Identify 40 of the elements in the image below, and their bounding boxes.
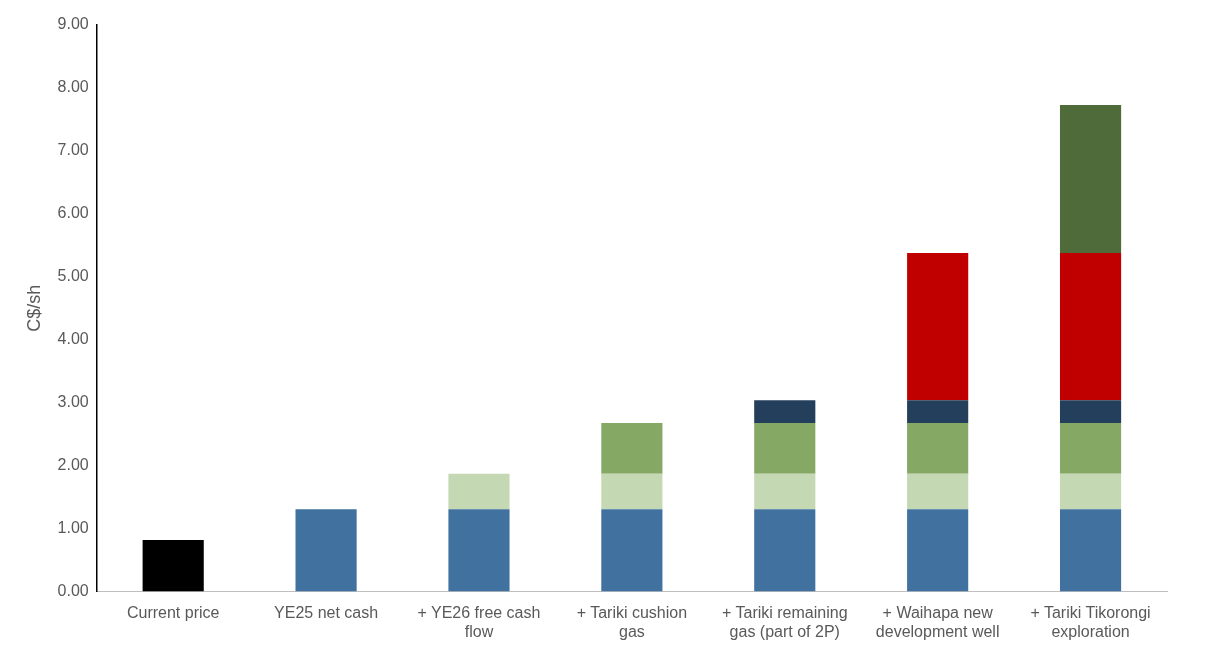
y-tick-label: 2.00 (57, 456, 89, 474)
bar (1059, 509, 1122, 592)
bar (907, 400, 969, 423)
x-tick-label: + Tariki remaining gas (part of 2P) (721, 603, 848, 640)
bar (448, 509, 510, 592)
y-tick-label: 6.00 (57, 204, 89, 222)
x-tick-label: + YE26 free cash flow (417, 603, 541, 640)
y-tick-label: 5.00 (57, 267, 89, 285)
bar (907, 422, 969, 474)
bar (1059, 252, 1122, 401)
bar (754, 422, 816, 474)
y-tick-label: 0.00 (57, 582, 89, 600)
bar (907, 473, 969, 510)
x-tick-label: YE25 net cash (274, 603, 379, 621)
bar (601, 473, 663, 510)
bar (1059, 422, 1122, 474)
x-tick-label: + Tariki Tikorongi exploration (1030, 603, 1151, 640)
bar (754, 400, 816, 423)
y-tick-label: 7.00 (57, 141, 89, 159)
bar (142, 539, 204, 592)
x-tick-label: + Tariki cushion gas (576, 603, 688, 640)
y-tick-label: 4.00 (57, 330, 89, 348)
y-tick-label: 3.00 (57, 393, 89, 411)
bar (754, 509, 816, 592)
bar (907, 509, 969, 592)
bar (1059, 104, 1122, 253)
x-tick-label: Current price (126, 603, 220, 621)
y-axis-title: C$/sh (23, 284, 44, 332)
bar (601, 509, 663, 592)
bar (1059, 473, 1122, 510)
x-tick-label: + Waihapa new development well (875, 603, 1000, 640)
bar (754, 473, 816, 510)
bar (1059, 400, 1122, 423)
bar (295, 509, 357, 592)
y-tick-label: 1.00 (57, 519, 89, 537)
y-tick-label: 8.00 (57, 78, 89, 96)
bar (601, 422, 663, 474)
y-tick-label: 9.00 (57, 15, 89, 33)
bar (907, 252, 969, 401)
bar (448, 473, 510, 510)
